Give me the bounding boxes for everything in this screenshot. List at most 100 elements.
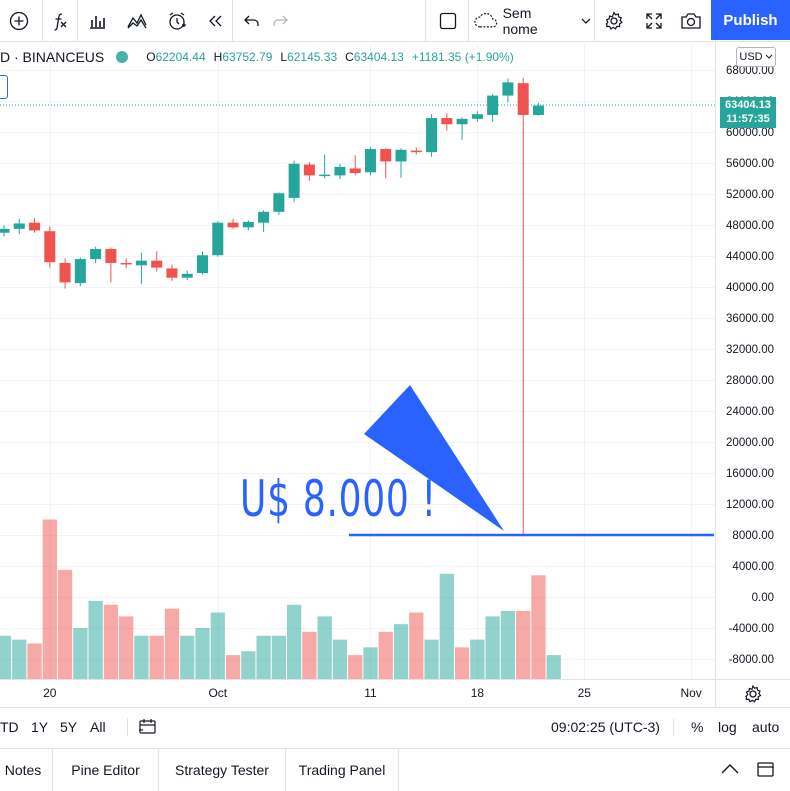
- volume-bar: [195, 628, 210, 679]
- indicators-button[interactable]: [47, 0, 73, 41]
- candle-body: [166, 268, 178, 278]
- range-1y[interactable]: 1Y: [31, 719, 49, 735]
- volume-bar: [271, 635, 286, 679]
- go-to-date-icon[interactable]: [138, 718, 158, 736]
- candle-body: [364, 149, 376, 173]
- tab-strategy-tester-label: Strategy Tester: [175, 762, 269, 778]
- gear-icon[interactable]: [743, 684, 763, 704]
- chevron-down-icon: [765, 54, 772, 59]
- log-scale-button[interactable]: log: [718, 719, 737, 735]
- volume-bar: [516, 610, 531, 679]
- publish-button[interactable]: Publish: [711, 0, 790, 40]
- percent-scale-button[interactable]: %: [691, 719, 704, 735]
- price-tick-label: 32000.00: [726, 344, 774, 356]
- candle-body: [258, 211, 270, 223]
- price-tick-label: 40000.00: [726, 282, 774, 294]
- tab-pine-editor-label: Pine Editor: [71, 762, 140, 778]
- square-icon: [439, 12, 457, 29]
- price-chart[interactable]: 68000.0064000.0060000.0056000.0052000.00…: [0, 41, 790, 707]
- add-symbol-button[interactable]: [5, 0, 33, 41]
- price-tick-label: -4000.00: [729, 623, 774, 635]
- price-tick-label: 16000.00: [726, 468, 774, 480]
- maximize-panel-icon[interactable]: [756, 761, 776, 779]
- time-tick-label: Oct: [208, 686, 227, 700]
- volume-bar: [27, 643, 42, 679]
- price-tick-label: 20000.00: [726, 437, 774, 449]
- volume-bar: [57, 569, 73, 679]
- layout-menu-button[interactable]: Sem nome: [473, 0, 591, 41]
- candle-body: [44, 231, 56, 263]
- replay-button[interactable]: [202, 0, 230, 41]
- expand-icon: [646, 12, 662, 29]
- candle-body: [151, 260, 163, 268]
- date-range-bar: TD 1Y 5Y All 09:02:25 (UTC-3) % log auto: [0, 707, 790, 746]
- time-zone-clock[interactable]: 09:02:25 (UTC-3): [551, 719, 660, 735]
- volume-bar: [302, 631, 317, 679]
- redo-icon: [273, 15, 288, 26]
- volume-bar: [485, 616, 500, 679]
- candle-body: [181, 273, 193, 278]
- tab-pine-editor[interactable]: Pine Editor: [53, 749, 158, 791]
- candle-body: [288, 163, 300, 198]
- tab-strategy-tester[interactable]: Strategy Tester: [159, 749, 285, 791]
- candle-body: [90, 249, 102, 260]
- fullscreen-button[interactable]: [640, 0, 668, 41]
- candle-body: [395, 149, 407, 162]
- range-5y[interactable]: 5Y: [60, 719, 78, 735]
- snapshot-button[interactable]: [677, 0, 705, 41]
- time-tick-label: 25: [578, 686, 592, 700]
- chart-type-button[interactable]: [82, 0, 112, 41]
- candle-body: [319, 174, 331, 177]
- volume-bar: [164, 608, 180, 679]
- legend-low: L62145.33: [280, 50, 338, 64]
- volume-bar: [393, 624, 409, 679]
- candle-body: [410, 150, 422, 153]
- price-tick-label: 48000.00: [726, 220, 774, 232]
- fullscreen-toggle-button[interactable]: [433, 0, 463, 41]
- compare-button[interactable]: [122, 0, 152, 41]
- annotation-arrow: [364, 385, 504, 531]
- camera-icon: [681, 12, 701, 29]
- undo-button[interactable]: [238, 0, 266, 41]
- tab-trading-panel-label: Trading Panel: [298, 762, 386, 778]
- time-tick-label: Nov: [680, 686, 701, 700]
- gear-icon: [605, 10, 623, 30]
- redo-button[interactable]: [266, 0, 294, 41]
- candle-body: [0, 228, 10, 233]
- left-panel-toggle[interactable]: [0, 75, 8, 99]
- candle-body: [105, 249, 117, 263]
- symbol-name[interactable]: D · BINANCEUS: [0, 49, 105, 65]
- candle-body: [380, 149, 392, 162]
- volume-bar: [332, 639, 348, 679]
- bottom-panel-tabs: Notes Pine Editor Strategy Tester Tradin…: [0, 748, 790, 791]
- price-tick-label: 56000.00: [726, 158, 774, 170]
- price-tick-label: 44000.00: [726, 251, 774, 263]
- currency-selector[interactable]: USD: [736, 47, 776, 67]
- range-all[interactable]: All: [90, 719, 106, 735]
- chevron-down-icon: [581, 18, 591, 24]
- volume-bar: [454, 647, 470, 679]
- currency-label: USD: [739, 51, 763, 63]
- price-tick-label: 52000.00: [726, 189, 774, 201]
- chevron-up-icon[interactable]: [720, 761, 740, 777]
- auto-scale-button[interactable]: auto: [752, 719, 780, 735]
- tab-trading-panel[interactable]: Trading Panel: [286, 749, 398, 791]
- volume-bar: [103, 604, 119, 679]
- rewind-icon: [209, 15, 222, 26]
- tab-notes[interactable]: Notes: [0, 749, 46, 791]
- compare-icon: [127, 13, 147, 28]
- candle-body: [487, 95, 499, 115]
- candle-body: [13, 223, 25, 229]
- bar-countdown: 11:57:35: [726, 113, 770, 125]
- price-tick-label: -8000.00: [729, 654, 774, 666]
- alert-button[interactable]: [162, 0, 192, 41]
- annotation-text[interactable]: U$ 8.000 !: [240, 470, 437, 528]
- settings-button[interactable]: [600, 0, 628, 41]
- candle-body: [456, 118, 468, 125]
- price-tick-label: 24000.00: [726, 406, 774, 418]
- volume-bar: [256, 635, 271, 679]
- chart-grid: [0, 41, 715, 679]
- volume-bar: [378, 631, 393, 679]
- price-tick-label: 60000.00: [726, 127, 774, 139]
- range-ytd[interactable]: TD: [0, 719, 19, 735]
